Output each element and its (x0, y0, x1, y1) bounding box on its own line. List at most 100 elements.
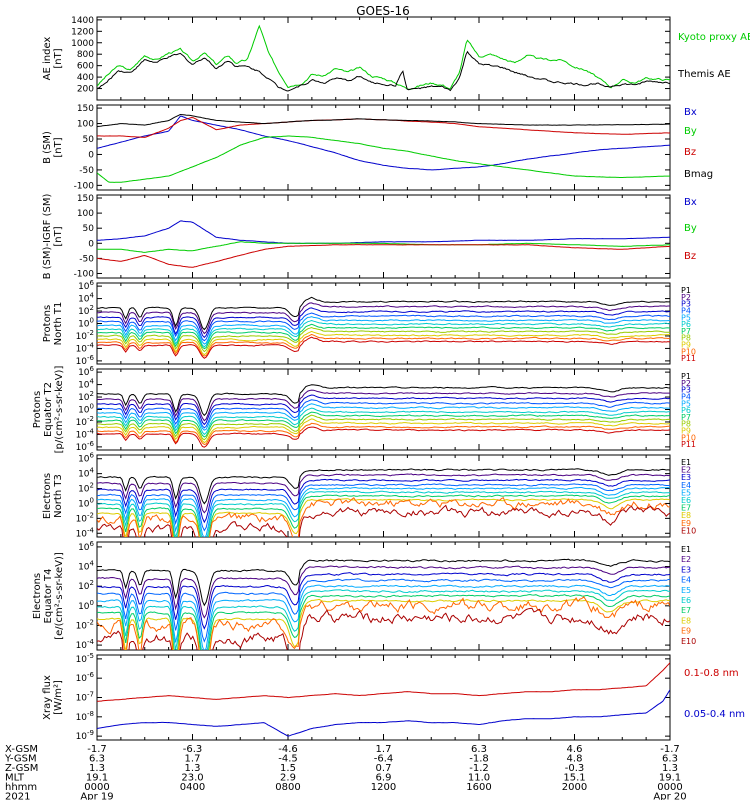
plot-area (97, 558, 670, 650)
legend-themis-ae: Themis AE (677, 69, 731, 80)
y-tick-label: 150 (77, 194, 94, 204)
ephemeris-value: 1.3 (185, 763, 201, 774)
y-axis-label: B (SM)[nT] (42, 131, 64, 164)
legend-bz: Bz (684, 251, 696, 262)
series-line-by (97, 135, 670, 183)
ephemeris-value: -6.4 (374, 754, 394, 765)
legend-p1: P1 (681, 286, 691, 295)
y-tick-label: 10-4 (76, 526, 95, 539)
channel-line-p10 (97, 422, 670, 446)
ephemeris-value: 0000 (84, 782, 109, 793)
ephemeris-value: -1.8 (469, 754, 489, 765)
y-tick-label: -50 (79, 254, 94, 264)
ephemeris-value: -1.2 (469, 763, 489, 774)
channel-line-e2 (97, 473, 670, 514)
series-line-kyoto-proxy-ae (97, 24, 670, 90)
ephemeris-value: 19.1 (659, 773, 681, 784)
channel-line-p3 (97, 307, 670, 339)
y-axis-label-line: Equator T2 (43, 382, 54, 437)
y-axis-label: ProtonsEquator T2[p/(cm²-s-sr-keV)] (32, 366, 65, 454)
ephemeris-value: 6.9 (376, 773, 392, 784)
ephemeris-value: 1.7 (376, 744, 392, 755)
legend-by: By (684, 223, 697, 234)
plot-area (97, 296, 670, 359)
y-axis-label-line: Protons (32, 391, 43, 428)
channel-line-e5 (97, 584, 670, 650)
ephemeris-value: 4.8 (567, 754, 583, 765)
y-tick-label: 10-2 (76, 415, 94, 428)
ephemeris-value: 2000 (562, 782, 587, 793)
legend-e6: E6 (681, 496, 691, 505)
legend-p10: P10 (681, 433, 696, 442)
legend-p3: P3 (681, 300, 691, 309)
panel-frame (96, 654, 671, 741)
legend-e5: E5 (681, 488, 691, 497)
channel-line-p1 (97, 296, 670, 331)
y-tick-label: 1400 (71, 16, 94, 26)
channel-line-e6 (97, 490, 670, 537)
legend-p4: P4 (681, 392, 691, 401)
legend-kyoto-proxy-ae: Kyoto proxy AE (678, 32, 750, 43)
legend-p2: P2 (681, 293, 691, 302)
legend-p11: P11 (681, 440, 696, 449)
ephemeris-value: -1.7 (660, 744, 680, 755)
legend-p7: P7 (681, 413, 691, 422)
y-tick-label: -100 (74, 269, 95, 279)
plot-area (97, 24, 670, 92)
y-axis-label-line: North T1 (53, 302, 64, 346)
y-axis-label: ElectronsNorth T3 (42, 473, 64, 519)
legend-e5: E5 (681, 586, 691, 595)
channel-line-p2 (97, 389, 670, 422)
channel-line-e2 (97, 565, 670, 619)
y-axis-label-line: North T3 (53, 474, 64, 518)
channel-line-p8 (97, 414, 670, 441)
y-tick-label: 10-6 (76, 440, 95, 453)
y-tick-label: 102 (78, 579, 94, 592)
y-axis-label-line: [e/(cm²-s-sr-keV)] (54, 552, 65, 640)
channel-line-p4 (97, 399, 670, 429)
y-tick-label: 10-9 (76, 729, 94, 742)
channel-line-p8 (97, 326, 670, 353)
series-line-bmag (97, 113, 670, 128)
y-tick-label: 10-6 (76, 354, 95, 367)
legend-p11: P11 (681, 354, 696, 363)
y-tick-label: 102 (78, 390, 94, 403)
channel-line-e9 (97, 497, 670, 537)
legend-0-1-0-8-nm: 0.1-0.8 nm (684, 668, 739, 679)
y-tick-label: 50 (83, 135, 95, 145)
y-tick-label: 100 (78, 317, 94, 330)
y-axis-label: ProtonsNorth T1 (42, 302, 64, 346)
y-tick-label: 10-6 (76, 671, 95, 684)
panel-frame (96, 104, 671, 191)
series-line-bx (97, 115, 670, 171)
y-axis-label: B (SM)-IGRF (SM)[nT] (42, 194, 64, 280)
ephemeris-value: 1600 (466, 782, 491, 793)
series-line-0-05-0-4-nm (97, 689, 670, 737)
legend-p3: P3 (681, 386, 691, 395)
channel-line-p5 (97, 403, 670, 431)
ephemeris-value: 1.3 (662, 763, 678, 774)
series-line-0-1-0-8-nm (97, 662, 670, 702)
legend-p9: P9 (681, 341, 691, 350)
y-tick-label: 104 (78, 292, 94, 305)
plot-area (97, 468, 670, 537)
ephemeris-value: Apr 20 (653, 792, 686, 800)
y-axis-label-line: Electrons (32, 573, 43, 619)
y-tick-label: 106 (78, 540, 94, 553)
legend-e7: E7 (681, 606, 691, 615)
ephemeris-value: 0000 (657, 782, 682, 793)
plot-area (97, 113, 670, 183)
plot-area (97, 384, 670, 448)
ephemeris-value: 1.7 (185, 754, 201, 765)
channel-line-e4 (97, 578, 670, 643)
panel-xray: 10-9 10-8 10-7 10-6 10-5 Xray flux[W/m²] 0.1-0… (42, 652, 745, 742)
legend-bz: Bz (684, 147, 696, 158)
ephemeris-value: 11.0 (468, 773, 490, 784)
ephemeris-row-label: Z-GSM (5, 763, 38, 774)
channel-line-e7 (97, 494, 670, 537)
legend-e4: E4 (681, 481, 691, 490)
ephemeris-value: 0.7 (376, 763, 392, 774)
